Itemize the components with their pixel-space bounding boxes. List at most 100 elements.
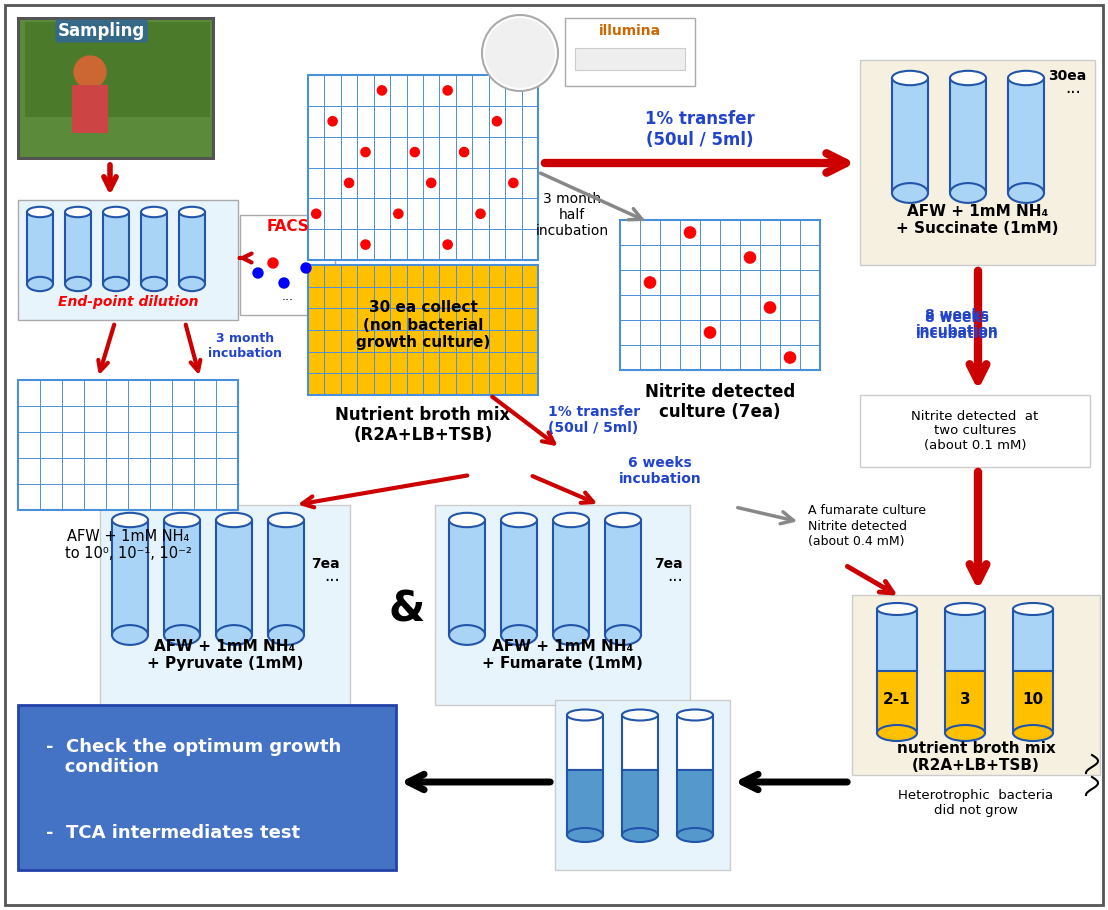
Bar xyxy=(677,770,714,835)
Ellipse shape xyxy=(141,277,167,291)
Bar xyxy=(575,48,685,70)
Circle shape xyxy=(253,268,263,278)
Bar xyxy=(878,609,917,671)
Bar xyxy=(268,520,304,635)
Bar xyxy=(179,212,205,284)
Circle shape xyxy=(328,116,337,126)
Ellipse shape xyxy=(103,277,129,291)
Ellipse shape xyxy=(27,207,53,217)
Text: Heterotrophic  bacteria
did not grow: Heterotrophic bacteria did not grow xyxy=(899,789,1054,817)
Circle shape xyxy=(311,209,321,218)
Circle shape xyxy=(705,327,716,339)
Circle shape xyxy=(509,178,517,187)
Bar xyxy=(677,715,714,770)
Bar xyxy=(18,705,396,870)
Ellipse shape xyxy=(179,277,205,291)
Circle shape xyxy=(443,240,452,249)
Bar xyxy=(1013,609,1053,671)
Bar xyxy=(308,265,538,395)
Text: Nitrite detected
culture (7ea): Nitrite detected culture (7ea) xyxy=(645,382,796,421)
Ellipse shape xyxy=(501,625,537,645)
Circle shape xyxy=(74,56,106,88)
Ellipse shape xyxy=(65,277,91,291)
Ellipse shape xyxy=(950,183,986,203)
Circle shape xyxy=(427,178,435,187)
Ellipse shape xyxy=(216,625,252,645)
Ellipse shape xyxy=(268,625,304,645)
Text: &: & xyxy=(389,589,425,631)
Text: 1% transfer
(50ul / 5ml): 1% transfer (50ul / 5ml) xyxy=(548,405,640,435)
Text: 30ea: 30ea xyxy=(1048,69,1086,83)
Bar xyxy=(435,505,690,705)
Bar xyxy=(860,395,1090,467)
Ellipse shape xyxy=(945,725,985,741)
Text: ...: ... xyxy=(281,290,294,303)
Bar xyxy=(620,220,820,370)
Ellipse shape xyxy=(449,513,485,527)
Text: End-point dilution: End-point dilution xyxy=(58,295,198,309)
Ellipse shape xyxy=(164,513,201,527)
Bar xyxy=(72,85,107,133)
Ellipse shape xyxy=(164,625,201,645)
Text: AFW + 1mM NH₄
to 10⁰, 10⁻¹, 10⁻²: AFW + 1mM NH₄ to 10⁰, 10⁻¹, 10⁻² xyxy=(64,529,192,561)
Text: 7ea: 7ea xyxy=(654,557,683,571)
Ellipse shape xyxy=(677,828,714,842)
Text: nutrient broth mix
(R2A+LB+TSB): nutrient broth mix (R2A+LB+TSB) xyxy=(896,741,1056,773)
Bar xyxy=(18,380,238,510)
Ellipse shape xyxy=(112,625,148,645)
Circle shape xyxy=(378,86,387,95)
Circle shape xyxy=(476,209,485,218)
Bar xyxy=(100,505,350,705)
Bar xyxy=(605,520,642,635)
Bar xyxy=(1008,78,1044,193)
Ellipse shape xyxy=(950,71,986,86)
Circle shape xyxy=(685,227,696,238)
Circle shape xyxy=(361,240,370,249)
Ellipse shape xyxy=(501,513,537,527)
Bar xyxy=(565,18,695,86)
Ellipse shape xyxy=(1013,725,1053,741)
Text: 3: 3 xyxy=(960,693,971,707)
Ellipse shape xyxy=(112,513,148,527)
Bar xyxy=(103,212,129,284)
Text: A fumarate culture
Nitrite detected
(about 0.4 mM): A fumarate culture Nitrite detected (abo… xyxy=(808,504,926,548)
Bar xyxy=(1013,671,1053,733)
Bar xyxy=(567,770,603,835)
Text: -  Check the optimum growth
   condition: - Check the optimum growth condition xyxy=(47,738,341,776)
Circle shape xyxy=(485,18,555,88)
Ellipse shape xyxy=(449,625,485,645)
Circle shape xyxy=(345,178,353,187)
Bar xyxy=(878,671,917,733)
Circle shape xyxy=(492,116,502,126)
Ellipse shape xyxy=(878,603,917,615)
Bar xyxy=(622,770,658,835)
Text: 6 weeks
incubation: 6 weeks incubation xyxy=(618,456,701,486)
Circle shape xyxy=(645,277,656,288)
Ellipse shape xyxy=(1013,603,1053,615)
Ellipse shape xyxy=(677,710,714,721)
Text: FACS: FACS xyxy=(266,219,309,234)
Text: 30 ea collect
(non bacterial
growth culture): 30 ea collect (non bacterial growth cult… xyxy=(356,300,490,350)
Circle shape xyxy=(268,258,278,268)
Circle shape xyxy=(301,263,311,273)
Ellipse shape xyxy=(65,207,91,217)
Bar xyxy=(860,60,1095,265)
Text: -  TCA intermediates test: - TCA intermediates test xyxy=(47,824,300,842)
Bar xyxy=(852,595,1100,775)
Bar xyxy=(112,520,148,635)
Circle shape xyxy=(784,352,796,363)
Bar xyxy=(27,212,53,284)
Ellipse shape xyxy=(268,513,304,527)
Ellipse shape xyxy=(216,513,252,527)
Bar xyxy=(501,520,537,635)
Bar xyxy=(945,609,985,671)
Bar xyxy=(164,520,201,635)
Text: 8 weeks
incubation: 8 weeks incubation xyxy=(915,311,998,341)
Ellipse shape xyxy=(892,183,929,203)
Ellipse shape xyxy=(945,603,985,615)
Ellipse shape xyxy=(103,207,129,217)
Ellipse shape xyxy=(27,277,53,291)
Text: 7ea: 7ea xyxy=(310,557,339,571)
Text: illumina: illumina xyxy=(599,24,661,38)
Bar xyxy=(141,212,167,284)
